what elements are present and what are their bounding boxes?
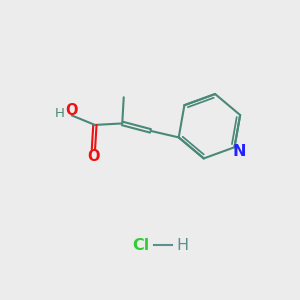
- Text: H: H: [54, 106, 64, 119]
- Text: O: O: [65, 103, 78, 118]
- Text: O: O: [87, 149, 100, 164]
- Text: H: H: [176, 238, 188, 253]
- Text: Cl: Cl: [133, 238, 150, 253]
- Text: N: N: [233, 144, 246, 159]
